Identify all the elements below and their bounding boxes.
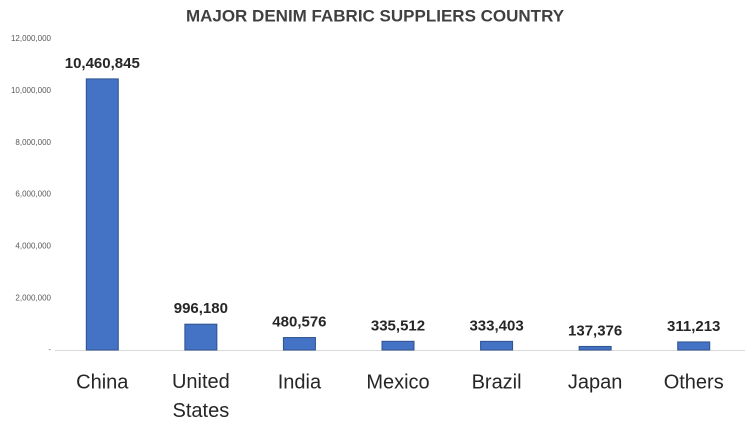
value-label: 311,213 xyxy=(667,318,720,335)
bar xyxy=(85,78,119,351)
x-tick-label: Others xyxy=(664,371,724,393)
bar xyxy=(480,340,514,351)
y-tick-label: 4,000,000 xyxy=(15,241,51,250)
value-label: 137,376 xyxy=(568,322,622,339)
y-tick-label: 8,000,000 xyxy=(15,138,51,147)
chart-title: MAJOR DENIM FABRIC SUPPLIERS COUNTRY xyxy=(186,6,565,25)
value-label: 480,576 xyxy=(272,314,326,331)
value-label: 333,403 xyxy=(469,317,523,334)
x-tick-label: China xyxy=(76,371,129,393)
y-tick-label: 6,000,000 xyxy=(15,190,51,199)
x-tick-label: Brazil xyxy=(472,371,522,393)
bar xyxy=(578,345,612,351)
y-tick-label: 12,000,000 xyxy=(11,34,52,43)
x-tick-label: Mexico xyxy=(366,371,429,393)
x-tick-label: Japan xyxy=(568,371,623,393)
value-label: 996,180 xyxy=(174,300,228,317)
y-tick-label: 2,000,000 xyxy=(15,293,51,302)
x-tick-label: India xyxy=(278,371,322,393)
bar xyxy=(184,323,218,351)
y-tick-label: 10,000,000 xyxy=(11,86,52,95)
value-label: 335,512 xyxy=(371,317,425,334)
bar xyxy=(677,341,711,351)
x-tick-label: United States xyxy=(172,371,230,422)
bar xyxy=(381,340,415,351)
y-tick-label: - xyxy=(48,345,51,354)
bar xyxy=(282,337,316,351)
value-label: 10,460,845 xyxy=(65,55,140,72)
